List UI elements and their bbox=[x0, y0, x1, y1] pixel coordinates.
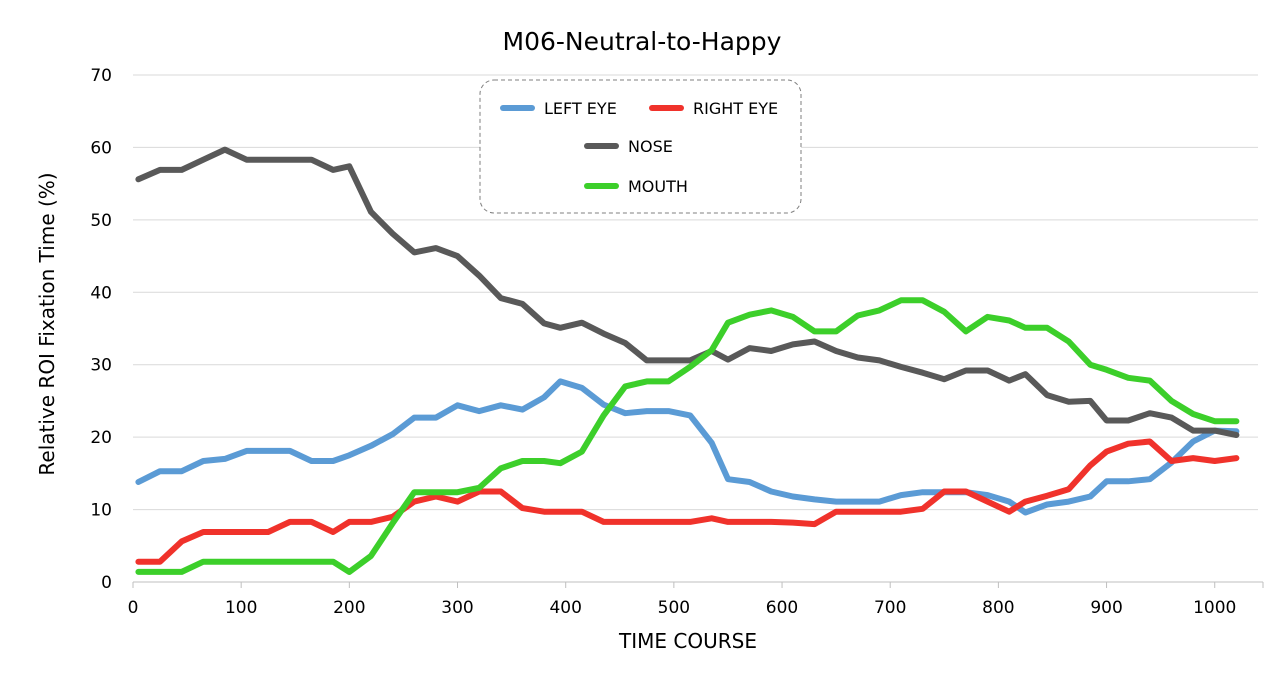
x-tick-label: 1000 bbox=[1193, 598, 1236, 618]
y-tick-label: 60 bbox=[90, 138, 112, 158]
y-tick-label: 0 bbox=[101, 573, 112, 593]
x-tick-label: 300 bbox=[441, 598, 473, 618]
x-tick-label: 600 bbox=[766, 598, 798, 618]
y-tick-label: 20 bbox=[90, 428, 112, 448]
series-lines bbox=[135, 146, 1240, 575]
series-line-mouth bbox=[135, 297, 1240, 575]
legend-label: NOSE bbox=[628, 137, 673, 156]
y-tick-label: 30 bbox=[90, 356, 112, 376]
x-tick-label: 100 bbox=[225, 598, 257, 618]
y-tick-label: 70 bbox=[90, 66, 112, 86]
chart-title: M06-Neutral-to-Happy bbox=[503, 27, 782, 56]
x-tick-label: 400 bbox=[549, 598, 581, 618]
y-tick-label: 40 bbox=[90, 283, 112, 303]
x-tick-label: 0 bbox=[128, 598, 139, 618]
y-axis-label: Relative ROI Fixation Time (%) bbox=[35, 172, 59, 475]
x-tick-label: 500 bbox=[658, 598, 690, 618]
y-tick-label: 10 bbox=[90, 501, 112, 521]
x-tick-label: 700 bbox=[874, 598, 906, 618]
legend: LEFT EYE RIGHT EYE NOSE MOUTH bbox=[479, 79, 802, 214]
series-line-left-eye bbox=[135, 378, 1240, 516]
x-tick-label: 200 bbox=[333, 598, 365, 618]
x-tick-label: 800 bbox=[982, 598, 1014, 618]
series-line-nose bbox=[135, 146, 1240, 438]
series-line-right-eye bbox=[135, 438, 1240, 565]
legend-label: LEFT EYE bbox=[544, 99, 617, 118]
legend-label: MOUTH bbox=[628, 177, 688, 196]
x-axis-label: TIME COURSE bbox=[618, 629, 757, 653]
legend-label: RIGHT EYE bbox=[693, 99, 778, 118]
x-tick-label: 900 bbox=[1090, 598, 1122, 618]
legend-box bbox=[479, 79, 802, 214]
y-tick-label: 50 bbox=[90, 211, 112, 231]
